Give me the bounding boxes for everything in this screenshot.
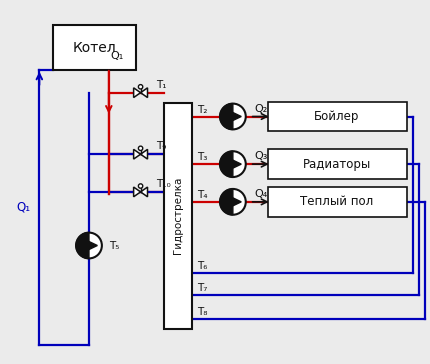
Polygon shape [227, 110, 241, 124]
Text: Q₁: Q₁ [16, 201, 31, 214]
Polygon shape [134, 88, 141, 98]
Circle shape [138, 146, 143, 150]
Text: Теплый пол: Теплый пол [301, 195, 374, 208]
Text: T₉: T₉ [157, 141, 167, 151]
Text: Радиаторы: Радиаторы [303, 158, 371, 171]
Bar [267, 149, 406, 179]
Polygon shape [227, 195, 241, 209]
Text: T₃: T₃ [197, 152, 208, 162]
Polygon shape [141, 187, 147, 197]
Polygon shape [220, 151, 233, 177]
Text: Q₂: Q₂ [254, 104, 267, 114]
Polygon shape [134, 187, 141, 197]
Text: Q₄: Q₄ [254, 189, 267, 199]
Polygon shape [220, 189, 233, 215]
Polygon shape [134, 149, 141, 159]
Polygon shape [220, 104, 233, 130]
Text: T₂: T₂ [197, 104, 208, 115]
Text: Q₃: Q₃ [254, 151, 267, 161]
Circle shape [138, 184, 143, 188]
Text: T₆: T₆ [197, 261, 208, 271]
Circle shape [76, 233, 102, 258]
Circle shape [220, 104, 246, 130]
Polygon shape [141, 149, 147, 159]
Text: Гидрострелка: Гидрострелка [173, 177, 183, 254]
Text: T₅: T₅ [109, 241, 119, 250]
Bar [164, 103, 192, 329]
Text: T₈: T₈ [197, 307, 208, 317]
Circle shape [220, 189, 246, 215]
Text: T₄: T₄ [197, 190, 208, 200]
Bar [53, 25, 135, 70]
Polygon shape [83, 238, 97, 253]
Circle shape [138, 84, 143, 89]
Text: T₁₀: T₁₀ [157, 179, 171, 189]
Text: Котел: Котел [73, 40, 116, 55]
Polygon shape [227, 157, 241, 171]
Text: T₁: T₁ [157, 80, 167, 90]
Polygon shape [141, 88, 147, 98]
Bar [267, 102, 406, 131]
Text: Q₁: Q₁ [111, 51, 124, 61]
Circle shape [220, 151, 246, 177]
Polygon shape [76, 233, 89, 258]
Text: Бойлер: Бойлер [314, 110, 360, 123]
Text: T₇: T₇ [197, 283, 208, 293]
Bar [267, 187, 406, 217]
